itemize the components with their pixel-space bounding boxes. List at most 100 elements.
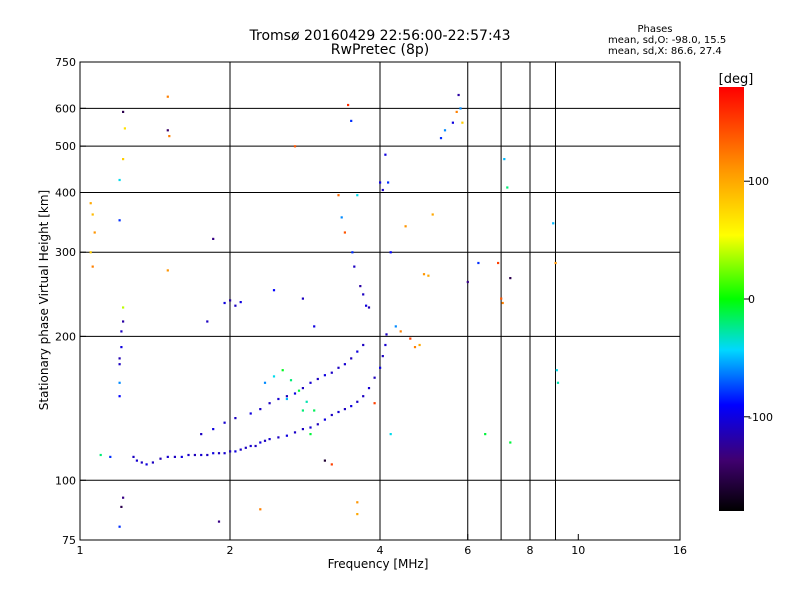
data-point xyxy=(229,450,232,453)
data-point xyxy=(277,436,280,439)
data-point xyxy=(293,431,297,434)
data-point xyxy=(497,261,500,265)
y-tick-label: 300 xyxy=(55,246,76,259)
stats-heading: Phases xyxy=(637,24,672,35)
data-point xyxy=(439,137,443,140)
data-point xyxy=(244,446,247,449)
data-point xyxy=(443,129,447,132)
data-point xyxy=(293,392,297,395)
data-point xyxy=(379,181,382,184)
data-point xyxy=(301,297,304,300)
data-point xyxy=(223,301,226,305)
data-point xyxy=(337,366,340,369)
data-point xyxy=(343,363,346,366)
y-tick-label: 75 xyxy=(62,534,76,547)
data-point xyxy=(356,501,359,504)
data-point xyxy=(89,251,92,254)
data-point xyxy=(268,438,271,441)
x-tick-label: 8 xyxy=(527,544,534,557)
data-point xyxy=(343,408,346,411)
data-point xyxy=(362,395,365,398)
chart-title: Tromsø 20160429 22:56:00-22:57:43 xyxy=(249,28,511,44)
data-point xyxy=(343,231,346,234)
y-axis-ticks: 75 100 200 300 400 500 600 750 xyxy=(55,56,86,547)
data-point xyxy=(173,455,176,458)
data-point xyxy=(239,301,242,304)
data-point xyxy=(353,265,356,268)
data-point xyxy=(293,145,297,148)
data-point xyxy=(413,346,417,349)
x-axis-ticks: 1 2 4 6 8 10 16 xyxy=(77,534,687,557)
y-tick-label: 100 xyxy=(55,474,76,487)
data-point xyxy=(367,306,371,309)
data-point xyxy=(301,428,304,431)
data-point xyxy=(309,426,312,429)
data-point xyxy=(385,333,388,336)
data-point xyxy=(166,95,169,98)
x-tick-label: 1 xyxy=(77,544,84,557)
data-point xyxy=(268,402,271,405)
data-point xyxy=(259,441,262,444)
data-point xyxy=(193,453,196,457)
grid-lines xyxy=(80,62,680,540)
data-point xyxy=(330,463,333,466)
data-point xyxy=(122,306,125,309)
data-point xyxy=(123,127,126,130)
data-point xyxy=(337,410,340,414)
data-point xyxy=(337,194,340,197)
data-point xyxy=(217,452,221,455)
data-point xyxy=(263,439,267,442)
data-point xyxy=(118,363,121,366)
data-point xyxy=(418,343,421,347)
data-point xyxy=(135,459,138,462)
data-point xyxy=(122,496,125,499)
data-point xyxy=(206,453,209,457)
data-point xyxy=(132,455,135,458)
data-point xyxy=(373,376,376,379)
data-point xyxy=(313,409,316,412)
data-point xyxy=(431,213,434,216)
data-point xyxy=(389,433,392,436)
data-point xyxy=(91,265,94,268)
data-point xyxy=(305,400,308,403)
data-point xyxy=(277,397,280,401)
data-point xyxy=(166,129,169,132)
data-point xyxy=(477,261,480,265)
y-tick-label: 400 xyxy=(55,186,76,199)
chart-subtitle: RwPretec (8p) xyxy=(331,42,429,58)
data-point xyxy=(555,369,558,372)
data-point xyxy=(285,395,288,398)
data-point xyxy=(484,433,487,436)
data-point xyxy=(151,461,154,464)
x-axis-label: Frequency [MHz] xyxy=(328,557,429,571)
data-point xyxy=(316,377,319,381)
data-point xyxy=(309,381,312,384)
data-point xyxy=(457,93,460,97)
data-point xyxy=(140,461,143,464)
data-point xyxy=(466,280,469,284)
data-point xyxy=(285,397,288,401)
data-point xyxy=(316,423,319,426)
data-point xyxy=(556,381,560,384)
x-tick-label: 2 xyxy=(227,544,234,557)
data-point xyxy=(259,508,262,511)
data-point xyxy=(118,357,121,360)
colorbar-ticks: 100 0 -100 xyxy=(744,175,773,424)
data-point xyxy=(500,297,503,300)
data-point xyxy=(120,346,123,349)
data-point xyxy=(301,387,304,390)
y-axis-label: Stationary phase Virtual Height [km] xyxy=(37,190,51,410)
data-point xyxy=(350,119,353,122)
data-point xyxy=(249,412,252,415)
data-point xyxy=(373,402,376,405)
data-point xyxy=(313,325,316,328)
data-point xyxy=(212,452,215,455)
data-point xyxy=(461,121,464,124)
data-point xyxy=(206,320,209,323)
data-point xyxy=(347,103,350,107)
data-point xyxy=(122,320,125,323)
data-point xyxy=(120,330,123,333)
x-tick-label: 10 xyxy=(571,544,585,557)
data-point xyxy=(289,379,293,382)
